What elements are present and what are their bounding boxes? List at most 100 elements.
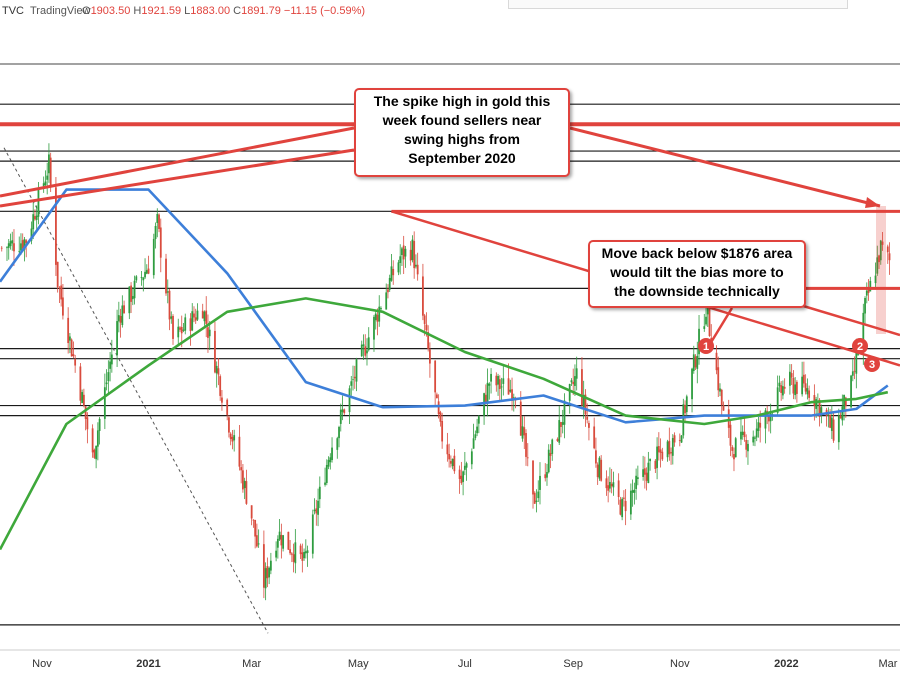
high-value: 1921.59: [141, 5, 182, 17]
candle-body: [62, 297, 64, 316]
candle-body: [289, 549, 291, 554]
candle-body: [121, 305, 124, 326]
candle-body: [465, 463, 468, 468]
candle-body: [441, 420, 444, 442]
candle-body: [815, 399, 818, 409]
candle-body: [48, 154, 50, 174]
candle-body: [425, 324, 428, 331]
candle-body: [409, 249, 412, 261]
candle-body: [636, 477, 639, 480]
candle-body: [483, 393, 485, 416]
candle-body: [484, 394, 487, 404]
candle-body: [303, 551, 305, 559]
candle-body: [282, 535, 285, 549]
candle-body: [521, 426, 524, 439]
x-tick-label: May: [348, 658, 369, 670]
candle-body: [727, 409, 730, 428]
candle-body: [133, 280, 136, 299]
candle-body: [733, 454, 735, 460]
candle-body: [635, 475, 638, 489]
candle-body: [355, 359, 358, 382]
candle-body: [645, 472, 648, 481]
candle-body: [581, 369, 583, 406]
candle-body: [806, 388, 809, 395]
x-tick-label: Sep: [563, 658, 583, 670]
candle-body: [401, 248, 403, 256]
toolbar-panel[interactable]: [508, 0, 848, 9]
candle-body: [243, 480, 246, 489]
candle-body: [392, 268, 395, 276]
candle-body: [789, 371, 791, 386]
candle-body: [519, 401, 522, 436]
candle-body: [229, 433, 232, 440]
candle-body: [147, 268, 150, 274]
candle-body: [865, 290, 868, 296]
candle-body: [600, 459, 603, 481]
candle-body: [397, 262, 400, 273]
marker-label: 2: [857, 341, 863, 353]
candle-body: [313, 509, 316, 512]
candle-body: [301, 552, 304, 561]
symbol-label[interactable]: TVC: [2, 5, 24, 17]
candle-body: [95, 445, 98, 460]
candle-body: [844, 397, 847, 407]
candle-body: [201, 310, 204, 319]
candle-body: [696, 355, 699, 369]
candle-body: [34, 216, 36, 220]
candle-body: [82, 394, 85, 406]
candle-body: [203, 311, 206, 322]
candle-body: [217, 368, 220, 375]
candle-body: [7, 243, 10, 248]
candle-body: [116, 321, 118, 356]
candle-body: [719, 388, 721, 392]
candle-body: [350, 381, 353, 386]
candle-body: [629, 490, 632, 515]
candle-body: [252, 519, 255, 521]
candle-body: [325, 464, 328, 483]
candle-body: [275, 550, 278, 558]
candle-body: [449, 461, 452, 464]
candle-body: [353, 376, 356, 379]
candle-body: [511, 389, 513, 401]
candle-body: [759, 422, 762, 428]
candle-body: [131, 296, 134, 300]
candle-body: [35, 215, 38, 220]
candle-body: [818, 399, 821, 417]
candle-body: [18, 250, 21, 252]
brand-label: TradingView: [30, 5, 91, 17]
candle-body: [757, 422, 760, 431]
candle-body: [551, 439, 554, 454]
change-value: −11.15 (−0.59%): [283, 5, 366, 17]
candle-body: [96, 430, 99, 447]
candle-body: [843, 394, 845, 410]
candle-body: [74, 359, 77, 366]
candle-body: [813, 395, 816, 406]
callout-pointer: [708, 307, 734, 345]
candle-body: [556, 438, 559, 442]
callout-line: week found sellers near: [382, 112, 542, 128]
x-tick-label: Mar: [242, 658, 261, 670]
candle-body: [140, 277, 143, 279]
candle-body: [794, 384, 797, 396]
candle-body: [306, 550, 309, 553]
candle-body: [207, 327, 209, 338]
candle-body: [448, 453, 451, 460]
candle-body: [416, 264, 419, 275]
candle-body: [98, 418, 101, 431]
candle-body: [324, 482, 326, 485]
candle-body: [656, 446, 658, 468]
marker-circle: [852, 338, 868, 354]
candle-body: [782, 386, 784, 396]
candle-body: [878, 255, 880, 263]
candle-body: [158, 214, 160, 229]
candle-body: [429, 349, 431, 364]
candle-body: [159, 227, 162, 258]
candle-body: [741, 431, 744, 436]
candle-body: [477, 416, 480, 424]
candle-body: [621, 498, 624, 518]
candle-body: [331, 447, 333, 460]
candle-body: [509, 389, 512, 392]
candle-body: [221, 397, 223, 403]
candle-body: [360, 344, 363, 357]
